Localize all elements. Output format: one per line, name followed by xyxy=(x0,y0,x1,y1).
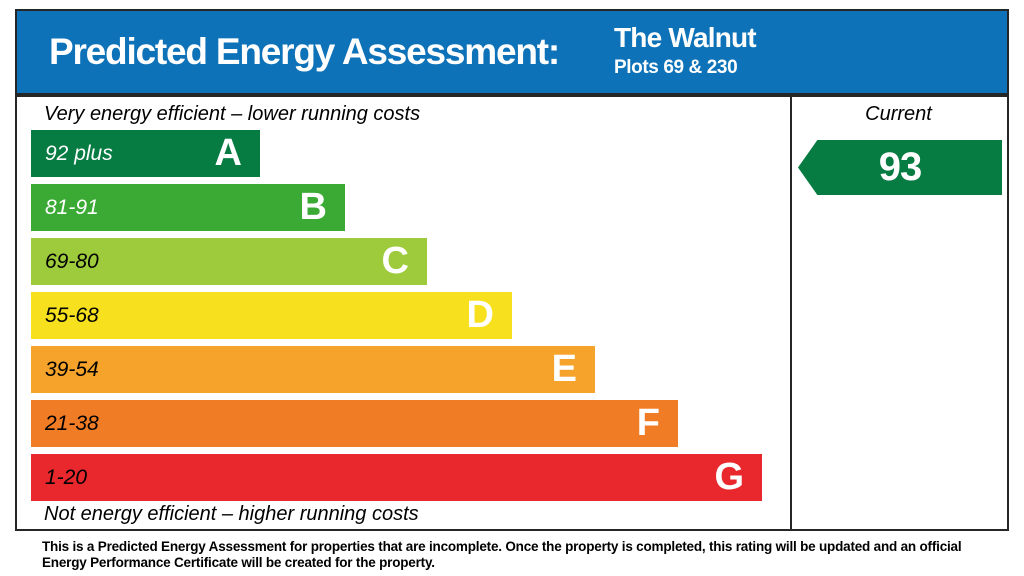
property-info: The Walnut Plots 69 & 230 xyxy=(614,22,757,79)
band-f-letter: F xyxy=(636,402,660,444)
current-rating-value: 93 xyxy=(878,145,922,189)
band-d-range: 55-68 xyxy=(45,303,99,327)
page-title: Predicted Energy Assessment: xyxy=(49,31,560,72)
current-column-header: Current xyxy=(865,103,932,125)
top-efficiency-note: Very energy efficient – lower running co… xyxy=(44,103,421,125)
band-c-range: 69-80 xyxy=(45,249,99,273)
band-g-range: 1-20 xyxy=(45,465,88,489)
band-e: 39-54 E xyxy=(31,346,595,393)
column-divider xyxy=(790,97,792,529)
band-e-letter: E xyxy=(551,348,577,390)
band-a: 92 plus A xyxy=(31,130,260,177)
energy-rating-chart: Very energy efficient – lower running co… xyxy=(15,95,1009,531)
band-b-range: 81-91 xyxy=(45,195,99,219)
band-e-range: 39-54 xyxy=(45,357,99,381)
band-d: 55-68 D xyxy=(31,292,512,339)
band-g: 1-20 G xyxy=(31,454,762,501)
disclaimer-text: This is a Predicted Energy Assessment fo… xyxy=(42,539,962,571)
rating-bands: 92 plus A 81-91 B 69-80 C 55-68 D 39-54 … xyxy=(31,130,762,508)
band-c-letter: C xyxy=(381,240,409,282)
band-b: 81-91 B xyxy=(31,184,345,231)
band-a-letter: A xyxy=(214,132,242,174)
header-banner: Predicted Energy Assessment: The Walnut … xyxy=(15,9,1009,95)
band-f-range: 21-38 xyxy=(45,411,99,435)
band-d-letter: D xyxy=(466,294,494,336)
band-a-range: 92 plus xyxy=(45,141,113,165)
bottom-efficiency-note: Not energy efficient – higher running co… xyxy=(44,503,419,525)
current-rating-arrow: 93 xyxy=(798,140,1002,195)
band-f: 21-38 F xyxy=(31,400,678,447)
band-b-letter: B xyxy=(299,186,327,228)
plots-label: Plots 69 & 230 xyxy=(614,57,738,78)
band-g-letter: G xyxy=(714,456,744,498)
property-name: The Walnut xyxy=(614,22,757,53)
band-c: 69-80 C xyxy=(31,238,427,285)
